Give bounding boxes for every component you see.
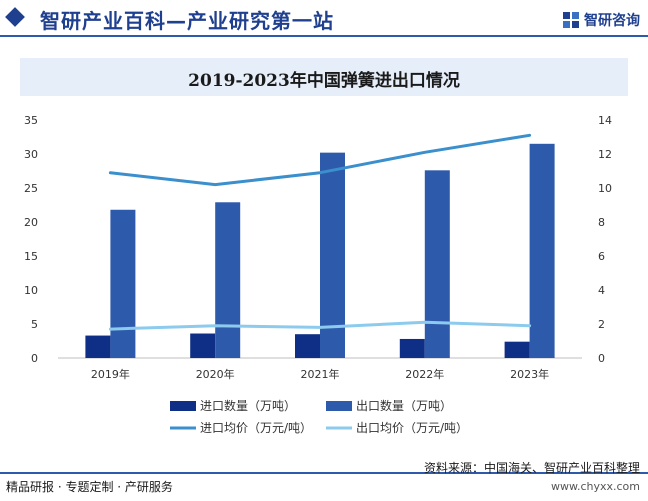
bar — [399, 338, 425, 358]
footer-url[interactable]: www.chyxx.com — [550, 480, 640, 493]
chart-bars — [85, 143, 555, 358]
chart-axes: 0 5 10 15 20 25 30 35 0 2 4 6 8 10 12 14 2019年 2020年 2021年… — [24, 114, 612, 381]
y-right-tick-label: 12 — [598, 148, 612, 161]
brand-logo-icon — [563, 12, 579, 28]
y-left-tick-label: 5 — [31, 318, 38, 331]
bar — [504, 341, 530, 358]
x-tick-label: 2021年 — [301, 367, 340, 381]
y-right-tick-label: 2 — [598, 318, 605, 331]
chart-title: 2019-2023年中国弹簧进出口情况 — [188, 71, 460, 91]
chart-legend: 进口数量（万吨） 出口数量（万吨） 进口均价（万元/吨） 出口均价（万元/吨） — [170, 398, 468, 435]
x-tick-label: 2023年 — [510, 367, 549, 381]
page-footer: 资料来源：中国海关、智研产业百科整理 精品研报 · 专题定制 · 产研服务 ww… — [0, 461, 648, 501]
bar — [215, 202, 241, 358]
bar — [295, 334, 320, 358]
y-left-tick-label: 15 — [24, 250, 38, 263]
series-line — [108, 320, 532, 331]
page-header: 智研产业百科—产业研究第一站 智研咨询 — [0, 0, 648, 37]
header-divider — [0, 35, 648, 37]
diamond-icon — [5, 7, 25, 27]
legend-label: 进口数量（万吨） — [200, 398, 296, 413]
chart-lines — [108, 133, 532, 331]
bar — [529, 143, 555, 358]
y-right-tick-label: 14 — [598, 114, 612, 127]
legend-swatch — [326, 401, 352, 411]
chart-title-bar: 2019-2023年中国弹簧进出口情况 — [20, 58, 628, 96]
y-left-tick-label: 0 — [31, 352, 38, 365]
legend-label: 出口均价（万元/吨） — [356, 421, 468, 435]
chart: 0 5 10 15 20 25 30 35 0 2 4 6 8 10 12 14 2019年 2020年 2021年… — [24, 114, 612, 435]
y-left-tick-label: 10 — [24, 284, 38, 297]
y-left-tick-label: 35 — [24, 114, 38, 127]
x-tick-label: 2022年 — [405, 367, 444, 381]
site-title: 智研产业百科—产业研究第一站 — [40, 9, 334, 33]
footer-services: 精品研报 · 专题定制 · 产研服务 — [6, 480, 173, 494]
footer-source: 资料来源：中国海关、智研产业百科整理 — [423, 461, 640, 475]
series-line — [108, 133, 532, 187]
y-right-tick-label: 6 — [598, 250, 605, 263]
y-left-tick-label: 30 — [24, 148, 38, 161]
y-right-tick-label: 10 — [598, 182, 612, 195]
y-right-tick-label: 8 — [598, 216, 605, 229]
y-right-tick-label: 0 — [598, 352, 605, 365]
y-left-tick-label: 25 — [24, 182, 38, 195]
y-left-tick-label: 20 — [24, 216, 38, 229]
brand[interactable]: 智研咨询 — [562, 10, 640, 30]
legend-swatch — [170, 401, 196, 411]
legend-label: 出口数量（万吨） — [356, 398, 452, 413]
legend-label: 进口均价（万元/吨） — [200, 421, 312, 435]
footer-divider — [0, 472, 648, 474]
bar — [424, 170, 450, 358]
y-right-tick-label: 4 — [598, 284, 605, 297]
x-tick-label: 2019年 — [91, 367, 130, 381]
bar — [190, 333, 216, 358]
x-tick-label: 2020年 — [196, 367, 235, 381]
bar — [110, 209, 136, 358]
bar — [85, 335, 111, 358]
bar — [320, 152, 345, 358]
brand-name: 智研咨询 — [584, 13, 640, 29]
